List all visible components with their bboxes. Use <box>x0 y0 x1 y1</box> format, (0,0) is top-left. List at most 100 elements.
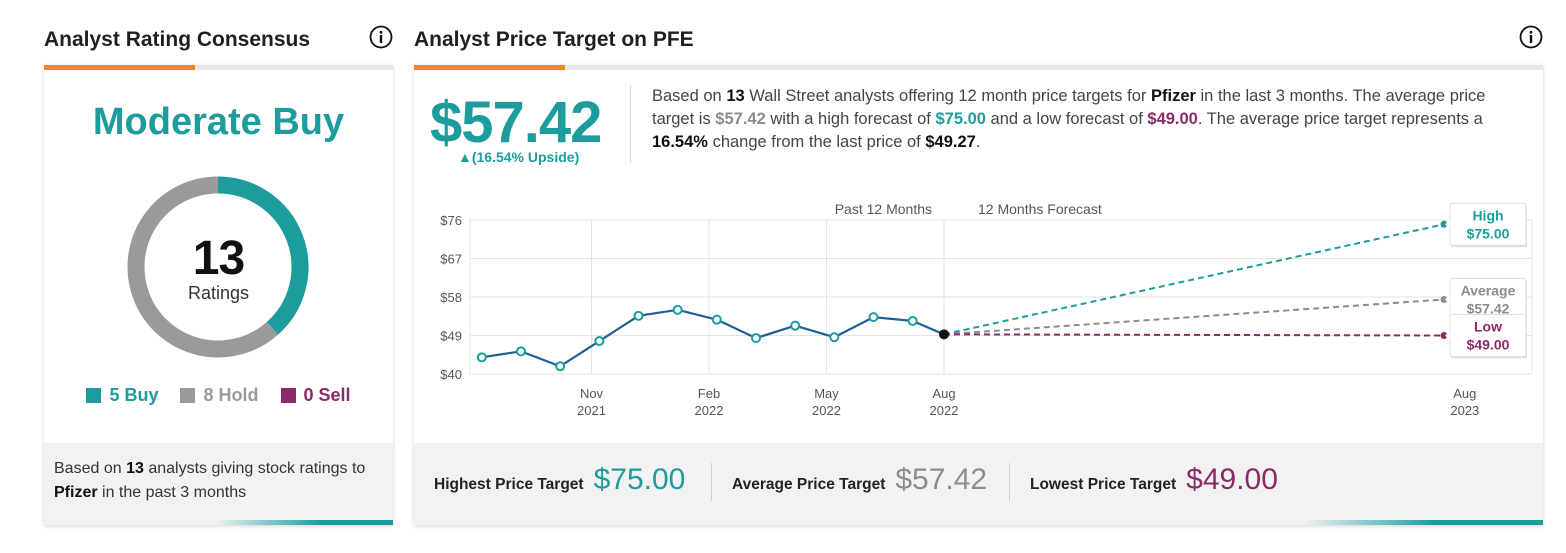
info-icon[interactable] <box>1519 25 1543 49</box>
x-tick-label: 2022 <box>695 403 724 418</box>
history-point <box>907 315 918 326</box>
summary-text: with a high forecast of <box>770 110 931 128</box>
price-target-footer: Highest Price Target $75.00 Average Pric… <box>414 443 1543 525</box>
forecast-line-average <box>943 298 1445 336</box>
section-label-past: Past 12 Months <box>835 201 932 217</box>
x-tick-label: Aug <box>1453 386 1476 401</box>
forecast-label-low: Low $49.00 <box>1445 314 1527 359</box>
rating-consensus-card: Moderate Buy 13 Ratings 5 Buy 8 Hold 0 Sel… <box>44 65 393 525</box>
highest-target-label: Highest Price Target <box>434 476 584 493</box>
forecast-line-low <box>943 333 1445 337</box>
history-point <box>829 332 840 343</box>
summary-text: in the last 3 months. The average price … <box>652 87 1486 128</box>
footnote-count: 13 <box>126 460 144 477</box>
summary-text: Wall Street analysts offering 12 month p… <box>749 87 1147 105</box>
legend-swatch <box>86 388 102 403</box>
forecast-value: $49.00 <box>1467 337 1510 353</box>
summary-text: change from the last price of <box>712 133 921 151</box>
summary-text: Based on <box>652 87 722 105</box>
forecast-name: High <box>1472 207 1503 223</box>
legend-swatch <box>280 388 296 403</box>
lowest-target: Lowest Price Target $49.00 <box>1030 463 1278 497</box>
summary-text: . <box>975 133 981 151</box>
summary-percent: 16.54% <box>652 133 708 151</box>
price-target-summary: Based on 13 Wall Street analysts offerin… <box>652 85 1532 154</box>
forecast-line-high <box>943 223 1445 336</box>
average-target-value: $57.42 <box>895 463 988 496</box>
y-tick-label: $58 <box>440 290 462 305</box>
forecast-point <box>1440 295 1448 303</box>
x-tick-label: 2023 <box>1450 403 1479 418</box>
card-top-bar <box>414 65 1543 70</box>
history-point <box>868 312 879 323</box>
rating-consensus-title: Analyst Rating Consensus <box>44 28 311 51</box>
footnote-company: Pfizer <box>54 484 98 501</box>
y-tick-label: $76 <box>440 213 462 228</box>
history-point <box>790 320 801 331</box>
forecast-point <box>1440 332 1448 339</box>
x-tick-label: Feb <box>698 386 720 401</box>
summary-company: Pfizer <box>1150 87 1196 105</box>
label-pointer <box>1445 294 1450 305</box>
y-tick-label: $40 <box>440 367 462 382</box>
x-tick-label: 2022 <box>812 403 841 418</box>
label-pointer <box>1445 219 1450 230</box>
section-label-forecast: 12 Months Forecast <box>978 201 1102 217</box>
card-top-bar <box>44 65 393 70</box>
history-point <box>555 361 566 372</box>
summary-average: $57.42 <box>715 110 766 128</box>
donut-segment <box>217 176 309 335</box>
y-tick-label: $49 <box>440 329 462 344</box>
ratings-count: 13 <box>192 232 245 285</box>
label-pointer <box>1445 330 1450 341</box>
y-tick-label: $67 <box>440 252 462 267</box>
forecast-label-average: Average $57.42 <box>1445 277 1527 323</box>
history-point <box>633 310 644 321</box>
card-top-accent <box>44 65 195 70</box>
lowest-target-label: Lowest Price Target <box>1030 476 1177 493</box>
legend-item: 8 Hold <box>180 385 259 406</box>
highest-target: Highest Price Target $75.00 <box>434 463 685 497</box>
average-price-target: $57.42 <box>430 90 602 155</box>
history-point <box>516 346 526 357</box>
forecast-point <box>1440 220 1448 228</box>
consensus-rating: Moderate Buy <box>92 101 345 143</box>
x-tick-label: Aug <box>932 386 955 401</box>
footnote-middle: analysts giving stock ratings to <box>148 460 366 477</box>
legend-swatch <box>180 388 196 403</box>
footnote-suffix: in the past 3 months <box>102 484 247 501</box>
history-point <box>711 314 722 325</box>
card-bottom-accent <box>213 520 393 525</box>
average-target: Average Price Target $57.42 <box>732 463 987 497</box>
history-point <box>751 333 761 344</box>
divider <box>711 463 712 501</box>
rating-footnote: Based on 13 analysts giving stock rating… <box>44 443 393 525</box>
summary-high: $75.00 <box>935 110 986 128</box>
legend-label: 5 Buy <box>109 385 159 405</box>
donut-segment <box>127 176 279 358</box>
plot-border <box>469 219 1533 375</box>
legend-label: 8 Hold <box>203 385 259 405</box>
summary-low: $49.00 <box>1147 110 1198 128</box>
current-price-point <box>939 329 949 340</box>
legend-label: 0 Sell <box>303 385 351 405</box>
card-bottom-accent <box>1303 520 1543 525</box>
history-point <box>672 304 683 315</box>
summary-text: and a low forecast of <box>990 110 1143 128</box>
x-tick-label: 2021 <box>577 403 606 418</box>
history-point <box>476 352 487 363</box>
info-icon[interactable] <box>369 25 393 49</box>
forecast-label-high: High $75.00 <box>1445 202 1527 248</box>
x-tick-label: 2022 <box>930 403 959 418</box>
ratings-count-label: Ratings <box>187 283 250 303</box>
summary-text: . The average price target represents a <box>1197 110 1483 128</box>
history-point <box>594 336 605 347</box>
ratings-donut-chart <box>127 176 309 358</box>
upside-percent: ▲(16.54% Upside) <box>458 149 580 165</box>
legend-item: 0 Sell <box>280 385 351 406</box>
forecast-value: $57.42 <box>1467 300 1510 316</box>
price-target-title: Analyst Price Target on PFE <box>414 28 694 51</box>
footnote-prefix: Based on <box>54 460 122 477</box>
forecast-name: Low <box>1474 319 1502 335</box>
ratings-legend: 5 Buy 8 Hold 0 Sell <box>44 385 393 406</box>
